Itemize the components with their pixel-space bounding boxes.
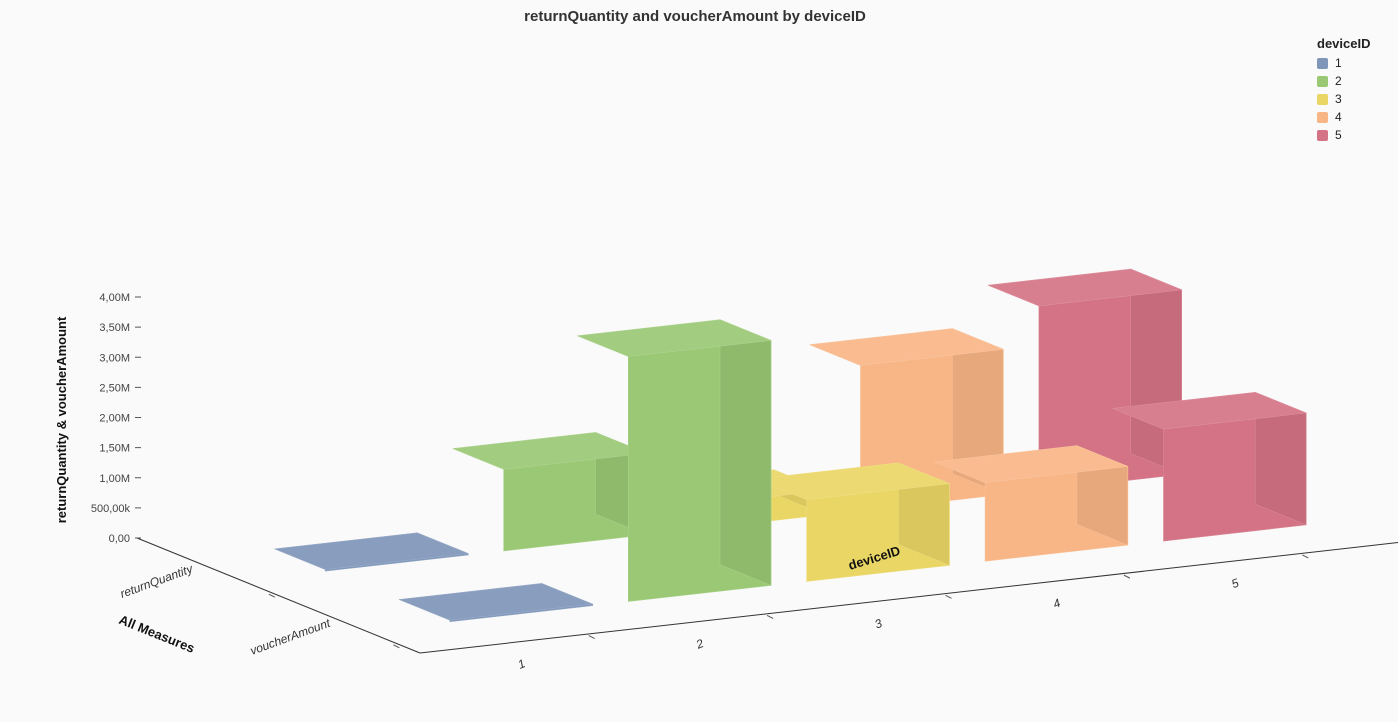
y-tick-label: 4,00M — [99, 292, 130, 304]
bar-voucherAmount-5 — [1112, 391, 1307, 542]
y-tick-label: 0,00 — [109, 533, 130, 545]
z-axis-title: All Measures — [117, 612, 197, 656]
chart-bars — [274, 268, 1307, 623]
legend-swatch — [1317, 57, 1328, 69]
x-tick — [588, 635, 595, 640]
legend-item-3[interactable]: 3 — [1317, 90, 1370, 108]
z-tick — [393, 644, 400, 649]
z-tick-label: returnQuantity — [118, 561, 195, 601]
legend-label: 4 — [1335, 110, 1342, 124]
z-axis-line — [136, 537, 421, 654]
legend-swatch — [1317, 75, 1328, 87]
legend-title: deviceID — [1317, 36, 1371, 51]
x-tick — [945, 594, 952, 599]
legend-item-2[interactable]: 2 — [1317, 72, 1370, 90]
legend-label: 5 — [1335, 128, 1342, 142]
x-axis-line — [419, 541, 1398, 654]
legend-label: 3 — [1335, 92, 1342, 106]
bar-voucherAmount-2 — [577, 319, 772, 602]
bar-voucherAmount-3 — [755, 462, 950, 582]
legend-swatch — [1317, 93, 1328, 105]
y-tick-label: 3,50M — [99, 322, 130, 334]
legend-label: 2 — [1335, 74, 1342, 88]
z-tick — [268, 593, 276, 598]
y-tick-label: 1,50M — [99, 443, 130, 455]
legend-swatch — [1317, 111, 1328, 123]
x-tick-label: 2 — [693, 636, 706, 652]
x-tick-label: 4 — [1051, 596, 1063, 612]
legend: deviceID 1 2 3 4 5 — [1317, 36, 1370, 144]
y-axis-title: returnQuantity & voucherAmount — [54, 316, 69, 523]
y-tick-label: 1,00M — [99, 473, 130, 485]
x-tick-label: 1 — [516, 656, 527, 671]
x-tick — [766, 614, 774, 619]
bar-voucherAmount-1 — [398, 582, 593, 623]
y-tick-label: 2,00M — [99, 413, 130, 425]
x-tick-label: 5 — [1229, 576, 1241, 592]
y-tick-label: 500,00k — [91, 503, 131, 515]
chart-axes — [135, 296, 1398, 654]
legend-label: 1 — [1335, 56, 1342, 70]
z-tick-label: voucherAmount — [248, 616, 332, 658]
bar-returnQuantity-2 — [452, 431, 647, 552]
x-tick — [1302, 554, 1309, 559]
x-tick-label: 3 — [873, 616, 885, 632]
chart-title: returnQuantity and voucherAmount by devi… — [524, 8, 866, 25]
legend-swatch — [1317, 129, 1328, 141]
x-tick — [1123, 574, 1131, 579]
bar-voucherAmount-4 — [933, 445, 1129, 562]
legend-item-4[interactable]: 4 — [1317, 108, 1370, 126]
y-tick-label: 2,50M — [99, 382, 130, 394]
y-tick-label: 3,00M — [99, 352, 130, 364]
legend-item-1[interactable]: 1 — [1317, 54, 1370, 72]
bar-returnQuantity-1 — [274, 532, 469, 572]
legend-item-5[interactable]: 5 — [1317, 126, 1370, 144]
